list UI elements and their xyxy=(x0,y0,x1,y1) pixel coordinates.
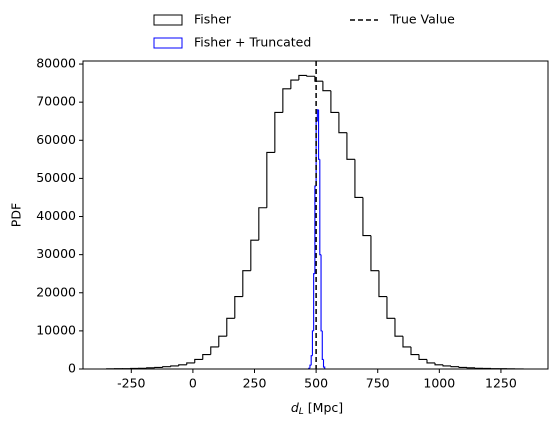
histogram-step xyxy=(310,355,313,366)
histogram-step xyxy=(426,359,436,364)
histogram-step xyxy=(322,359,326,369)
x-tick-label: 0 xyxy=(189,376,197,391)
histogram-step xyxy=(378,270,387,298)
x-tick-label: -250 xyxy=(117,376,145,391)
y-tick-label: 40000 xyxy=(36,208,76,223)
x-tick-label: 1250 xyxy=(485,376,517,391)
y-tick-label: 30000 xyxy=(36,246,76,261)
histogram-step xyxy=(321,330,324,361)
histogram-step xyxy=(330,90,339,114)
y-tick-label: 10000 xyxy=(36,322,76,337)
histogram-step xyxy=(386,296,395,319)
histogram-step xyxy=(322,81,331,92)
histogram-step xyxy=(210,346,219,355)
histogram-step xyxy=(178,364,187,366)
histogram-step xyxy=(458,366,468,369)
x-tick-label: 750 xyxy=(366,376,390,391)
x-axis-subscript: L xyxy=(299,407,304,417)
x-tick-label: 1000 xyxy=(423,376,455,391)
histogram-step xyxy=(266,151,275,208)
y-tick-label: 0 xyxy=(68,361,76,376)
x-tick-label: 500 xyxy=(304,376,328,391)
histogram-step xyxy=(316,109,319,122)
histogram-step xyxy=(194,358,203,363)
legend-label: Fisher xyxy=(194,12,232,27)
x-axis-symbol: d xyxy=(291,400,299,415)
histogram-step xyxy=(218,335,227,347)
x-tick-label: 250 xyxy=(243,376,267,391)
histogram-step xyxy=(234,296,243,319)
histogram-step xyxy=(394,318,403,337)
x-axis-title: dL [Mpc] xyxy=(291,400,343,417)
y-axis-title: PDF xyxy=(9,203,24,227)
histogram-step xyxy=(290,79,299,89)
histogram-step xyxy=(354,159,363,199)
histogram-step xyxy=(311,330,314,356)
histogram-step xyxy=(309,364,312,369)
histogram-step xyxy=(362,197,371,237)
histogram-step xyxy=(338,112,347,134)
histogram-step xyxy=(320,254,323,332)
y-tick-label: 60000 xyxy=(36,132,76,147)
y-tick-label: 50000 xyxy=(36,170,76,185)
histogram-step xyxy=(313,273,315,331)
histogram-step xyxy=(202,353,211,360)
histogram-step xyxy=(282,88,291,113)
histogram-step xyxy=(242,270,251,297)
histogram-step xyxy=(226,317,235,337)
histogram-step xyxy=(434,362,444,366)
histogram-step xyxy=(319,159,322,256)
histogram-step xyxy=(346,132,355,160)
histogram-step xyxy=(274,111,283,153)
histogram-step xyxy=(162,366,171,368)
histogram-step xyxy=(298,74,307,81)
legend-label: True Value xyxy=(389,12,455,27)
histogram-step xyxy=(170,365,179,367)
histogram-step xyxy=(258,207,267,241)
legend-swatch xyxy=(153,37,183,49)
histogram-step xyxy=(450,365,460,368)
y-tick-label: 80000 xyxy=(36,56,76,71)
y-tick-label: 20000 xyxy=(36,284,76,299)
histogram-step xyxy=(186,362,195,365)
histogram-step xyxy=(306,75,315,77)
histogram-step xyxy=(318,109,320,160)
histogram-step xyxy=(410,346,419,356)
legend-label: Fisher + Truncated xyxy=(194,35,311,50)
histogram-step xyxy=(370,235,379,272)
histogram-step xyxy=(314,185,317,274)
y-tick-label: 70000 xyxy=(36,94,76,109)
legend-swatch xyxy=(153,14,183,26)
histogram-step xyxy=(402,336,411,348)
histogram-step xyxy=(314,76,323,82)
histogram-step xyxy=(418,354,428,361)
histogram-step xyxy=(250,239,259,271)
histogram-step xyxy=(442,364,452,367)
x-axis-unit: [Mpc] xyxy=(308,400,343,415)
plot-frame xyxy=(82,60,549,370)
